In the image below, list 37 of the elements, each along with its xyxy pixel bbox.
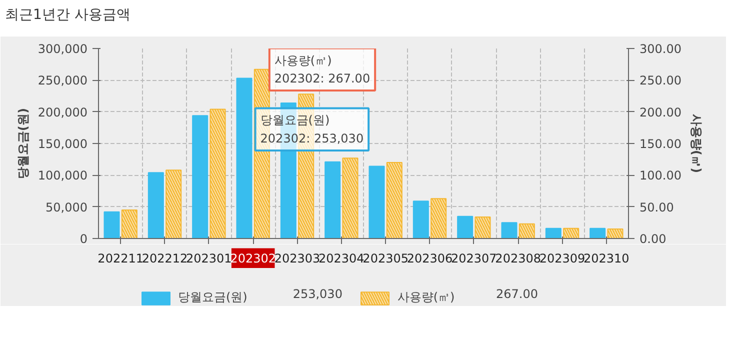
bar [148,172,164,238]
y2-tick-label: 50.00 [640,200,674,214]
bar [545,228,562,238]
x-tick-label: 202301 [186,252,232,266]
text: 267.00 [496,287,538,301]
x-tick-label: 202307 [451,252,497,266]
x-tick-label: 202305 [362,252,408,266]
y-tick-label: 50,000 [46,200,88,214]
annotation: 사용량(㎥) 202302: 267.00 [274,53,370,86]
x-tick-label: 202308 [495,252,541,266]
y-tick-label: 100,000 [38,168,88,183]
y-tick-label: 300,000 [38,42,88,56]
legend-label: 사용량(㎥) [397,289,455,306]
x-tick-label: 202212 [142,252,188,266]
y2-tick-label: 300.00 [640,42,682,56]
text: 253,030 [292,287,342,301]
x-tick-label: 202304 [318,252,364,266]
x-tick-label: 202310 [584,252,630,266]
y-tick-label: 250,000 [38,74,88,88]
chart-title: 최근1년간 사용금액 [5,6,130,25]
x-tick-label: 202211 [98,252,144,266]
bar [412,200,429,238]
y-axis-title: 당월요금(원) [16,108,30,179]
annotation: 당월요금(원) 202302: 253,030 [260,113,364,146]
y-tick-label: 200,000 [38,105,88,120]
x-tick-label: 202306 [406,252,453,266]
y2-tick-label: 100.00 [640,168,682,183]
y2-tick-label: 200.00 [640,105,682,120]
y2-axis-title: 사용량(㎥) [689,114,704,173]
legend-label: 당월요금(원) [178,289,248,306]
y2-tick-label: 250.00 [640,74,682,88]
x-tick-label: 202303 [274,252,320,266]
y-tick-label: 150,000 [38,137,88,151]
y2-tick-label: 0.00 [640,232,666,246]
y-tick-label: 0 [80,232,88,246]
x-tick-label: 202309 [539,252,586,266]
y2-tick-label: 150.00 [640,137,682,151]
